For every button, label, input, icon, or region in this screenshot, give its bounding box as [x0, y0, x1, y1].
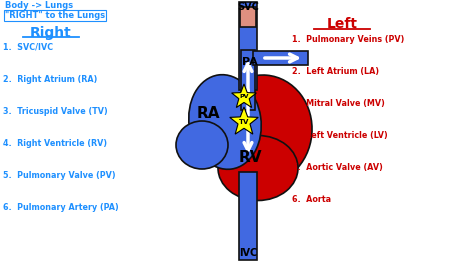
Text: 2.  Right Atrium (RA): 2. Right Atrium (RA)	[3, 75, 97, 84]
Text: PA: PA	[242, 57, 258, 67]
Text: 6.  Aorta: 6. Aorta	[292, 195, 331, 204]
Text: 1.  SVC/IVC: 1. SVC/IVC	[3, 43, 53, 52]
Polygon shape	[230, 107, 258, 134]
Text: 3.  Tricuspid Valve (TV): 3. Tricuspid Valve (TV)	[3, 107, 108, 116]
Bar	[239, 2, 257, 90]
Text: PV: PV	[239, 95, 249, 99]
Ellipse shape	[212, 75, 312, 185]
Text: 5.  Aortic Valve (AV): 5. Aortic Valve (AV)	[292, 163, 383, 172]
Bar	[253, 51, 308, 65]
Text: RA: RA	[196, 105, 220, 121]
Text: 2.  Left Atrium (LA): 2. Left Atrium (LA)	[292, 67, 379, 76]
Text: "RIGHT" to the Lungs: "RIGHT" to the Lungs	[5, 11, 105, 20]
Text: TV: TV	[239, 119, 249, 125]
Bar	[240, 7, 256, 27]
Bar	[241, 50, 255, 110]
Ellipse shape	[189, 75, 261, 169]
Polygon shape	[232, 84, 256, 108]
Text: 5.  Pulmonary Valve (PV): 5. Pulmonary Valve (PV)	[3, 171, 116, 180]
Text: 4.  Left Ventricle (LV): 4. Left Ventricle (LV)	[292, 131, 388, 140]
Text: Body -> Lungs: Body -> Lungs	[5, 1, 73, 10]
Text: Right: Right	[30, 26, 72, 40]
Text: IVC: IVC	[239, 248, 257, 258]
Text: SVC: SVC	[237, 2, 259, 12]
Text: Left: Left	[327, 17, 357, 31]
Text: 1.  Pulmonary Veins (PV): 1. Pulmonary Veins (PV)	[292, 35, 404, 44]
Ellipse shape	[176, 121, 228, 169]
Text: 4.  Right Ventricle (RV): 4. Right Ventricle (RV)	[3, 139, 107, 148]
Text: RV: RV	[238, 149, 262, 165]
Bar	[239, 172, 257, 260]
Ellipse shape	[218, 135, 298, 201]
Text: 3.  Mitral Valve (MV): 3. Mitral Valve (MV)	[292, 99, 385, 108]
Text: 6.  Pulmonary Artery (PA): 6. Pulmonary Artery (PA)	[3, 203, 119, 212]
